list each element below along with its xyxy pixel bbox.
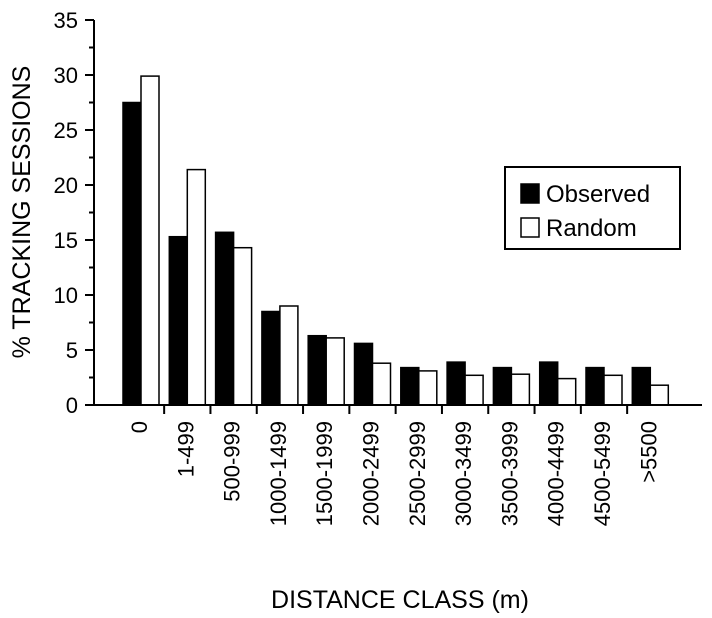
y-axis: 0 5 10 15 20 25 30 35 — [54, 8, 95, 418]
bar-random — [371, 362, 392, 406]
bar-random — [186, 168, 207, 406]
x-tick-label: 4500-5499 — [590, 421, 615, 526]
bar-random — [464, 374, 484, 406]
y-axis-title: % TRACKING SESSIONS — [8, 66, 36, 359]
y-tick-label: 15 — [54, 228, 78, 253]
legend-label-random: Random — [546, 215, 637, 242]
y-tick-label: 25 — [54, 118, 78, 143]
y-tick-label: 5 — [66, 338, 78, 363]
y-tick-label: 20 — [54, 173, 78, 198]
bar-random — [510, 373, 531, 406]
legend-label-observed: Observed — [546, 181, 650, 208]
bar-random — [418, 370, 438, 406]
x-tick-label: 2000-2499 — [359, 421, 384, 526]
bar-observed — [400, 366, 420, 406]
x-tick-label: 4000-4499 — [544, 421, 569, 526]
bar-observed — [261, 310, 281, 406]
x-tick-label: 500-999 — [220, 421, 245, 502]
plot-area — [122, 75, 670, 406]
bar-random — [556, 377, 577, 406]
y-tick-label: 10 — [54, 283, 78, 308]
x-tick-label: 1000-1499 — [266, 421, 291, 526]
bar-random — [140, 75, 160, 406]
x-tick-label: 3000-3499 — [451, 421, 476, 526]
bar-random — [603, 374, 623, 406]
bar-observed — [492, 366, 513, 406]
y-tick-label: 0 — [66, 393, 78, 418]
bar-random — [279, 305, 299, 406]
bar-random — [649, 384, 670, 406]
bar-observed — [538, 361, 559, 406]
bar-observed — [631, 366, 652, 406]
bar-observed — [168, 235, 189, 406]
bar-observed — [307, 334, 327, 406]
legend-swatch-random — [520, 217, 540, 238]
legend: Observed Random — [504, 166, 681, 250]
x-tick-label: 2500-2999 — [405, 421, 430, 526]
bar-observed — [585, 366, 605, 406]
x-tick-label: 1500-1999 — [312, 421, 337, 526]
bar-observed — [353, 342, 374, 406]
bar-random — [232, 246, 253, 406]
bar-observed — [446, 361, 466, 406]
x-axis: 0 1-499 500-999 1000-1499 1500-1999 2000-2499… — [94, 404, 702, 526]
y-tick-label: 35 — [54, 8, 78, 33]
bar-random — [325, 337, 345, 406]
y-tick-label: 30 — [54, 63, 78, 88]
legend-swatch-observed — [520, 183, 540, 204]
bar-observed — [214, 231, 235, 406]
x-tick-label: 3500-3999 — [497, 421, 522, 526]
x-tick-label: 0 — [127, 421, 152, 433]
bar-observed — [122, 101, 142, 406]
x-tick-label: >5500 — [636, 421, 661, 483]
x-tick-label: 1-499 — [173, 421, 198, 477]
x-axis-title: DISTANCE CLASS (m) — [271, 586, 529, 614]
